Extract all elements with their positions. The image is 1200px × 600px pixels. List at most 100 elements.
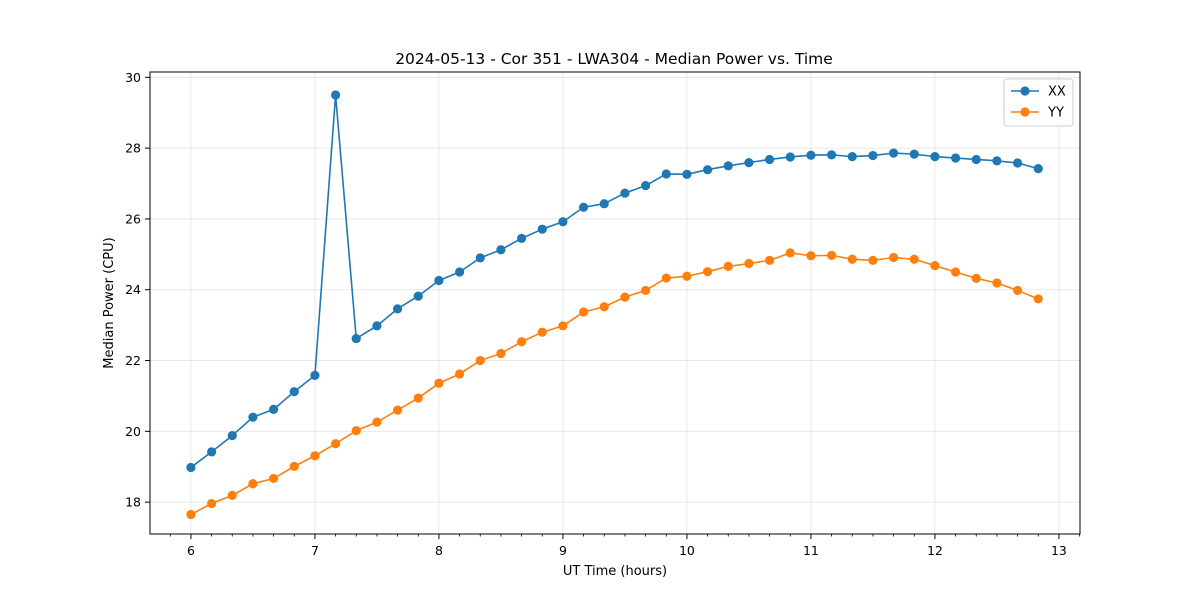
data-point-xx xyxy=(496,245,506,255)
data-point-yy xyxy=(413,393,423,403)
data-point-xx xyxy=(1012,158,1023,168)
data-point-xx xyxy=(310,370,320,380)
data-point-xx xyxy=(413,291,423,301)
data-point-xx xyxy=(992,156,1002,166)
y-tick-label-18: 18 xyxy=(125,495,141,510)
data-point-xx xyxy=(971,154,981,165)
data-point-xx xyxy=(516,233,527,243)
data-point-xx xyxy=(661,169,671,179)
y-axis-label: Median Power (CPU) xyxy=(102,237,117,368)
data-point-yy xyxy=(310,451,320,461)
data-point-yy xyxy=(372,417,382,427)
data-point-yy xyxy=(434,378,444,388)
data-point-xx xyxy=(682,169,692,179)
data-point-xx xyxy=(330,90,341,100)
data-point-yy xyxy=(744,258,754,269)
data-point-xx xyxy=(578,202,589,212)
data-point-yy xyxy=(785,248,795,258)
data-point-xx xyxy=(289,387,299,397)
axis-ticks: 6 7 8 9 10 11 12 13 18 20 22 24 26 28 30 xyxy=(125,70,1080,558)
data-point-xx xyxy=(537,224,547,234)
x-tick-label-6: 6 xyxy=(187,543,195,558)
data-point-yy xyxy=(640,285,651,296)
x-axis-label: UT Time (hours) xyxy=(563,564,667,579)
data-point-yy xyxy=(330,439,341,449)
plot-frame xyxy=(149,71,1081,535)
data-point-yy xyxy=(723,261,733,271)
data-point-xx xyxy=(620,188,630,198)
chart-title: 2024-05-13 - Cor 351 - LWA304 - Median P… xyxy=(395,50,833,68)
data-point-xx xyxy=(826,150,837,160)
data-point-xx xyxy=(764,154,775,165)
data-point-xx xyxy=(640,181,651,191)
data-point-yy xyxy=(847,254,857,264)
data-point-xx xyxy=(248,412,258,422)
data-point-xx xyxy=(372,321,382,331)
data-point-yy xyxy=(868,255,878,265)
data-point-yy xyxy=(971,273,981,283)
y-tick-label-22: 22 xyxy=(125,353,141,368)
data-point-xx xyxy=(475,253,485,263)
data-point-yy xyxy=(578,307,589,317)
data-point-yy xyxy=(558,321,568,331)
data-point-yy xyxy=(682,271,692,281)
data-point-yy xyxy=(186,509,196,520)
data-point-yy xyxy=(806,251,816,261)
legend-label-xx: XX xyxy=(1048,85,1066,100)
data-point-yy xyxy=(268,473,279,484)
data-point-xx xyxy=(950,153,961,163)
data-point-xx xyxy=(206,447,217,457)
data-point-xx xyxy=(1033,164,1043,174)
data-point-xx xyxy=(351,333,361,344)
legend-marker-yy xyxy=(1020,107,1030,117)
x-tick-label-8: 8 xyxy=(435,543,443,558)
data-point-xx xyxy=(186,462,196,473)
data-point-xx xyxy=(930,152,940,162)
series-xx xyxy=(186,90,1043,473)
data-point-xx xyxy=(702,165,713,175)
y-tick-label-30: 30 xyxy=(125,70,141,85)
y-tick-label-26: 26 xyxy=(125,211,141,226)
data-point-xx xyxy=(909,149,919,159)
data-point-xx xyxy=(454,267,465,277)
data-point-yy xyxy=(620,292,630,302)
legend-marker-xx xyxy=(1020,86,1030,96)
data-point-xx xyxy=(888,148,899,158)
data-point-yy xyxy=(992,278,1002,288)
y-tick-label-28: 28 xyxy=(125,141,141,156)
data-point-xx xyxy=(434,275,444,286)
data-point-yy xyxy=(909,254,919,264)
x-tick-label-12: 12 xyxy=(927,543,943,558)
data-point-xx xyxy=(268,404,279,414)
data-point-yy xyxy=(1012,285,1023,296)
data-point-yy xyxy=(702,267,713,277)
x-tick-label-10: 10 xyxy=(679,543,695,558)
series-group xyxy=(186,90,1043,520)
data-point-xx xyxy=(392,304,403,314)
data-point-yy xyxy=(227,490,237,501)
data-point-xx xyxy=(744,158,754,168)
data-point-xx xyxy=(227,430,237,441)
data-point-yy xyxy=(930,261,940,271)
data-point-xx xyxy=(599,199,609,209)
data-point-yy xyxy=(248,479,258,489)
data-point-xx xyxy=(785,152,795,162)
data-point-yy xyxy=(392,405,403,415)
series-yy xyxy=(186,248,1043,520)
x-tick-label-11: 11 xyxy=(803,543,819,558)
legend: XX YY xyxy=(1003,78,1074,127)
data-point-xx xyxy=(558,217,568,227)
data-point-yy xyxy=(351,426,361,436)
data-point-yy xyxy=(950,267,961,277)
y-tick-label-20: 20 xyxy=(125,424,141,439)
data-point-yy xyxy=(206,498,217,509)
data-point-yy xyxy=(661,273,671,283)
x-tick-label-7: 7 xyxy=(311,543,319,558)
data-point-yy xyxy=(516,337,527,347)
grid xyxy=(150,72,1080,534)
data-point-yy xyxy=(537,327,547,337)
data-point-yy xyxy=(888,252,899,263)
legend-label-yy: YY xyxy=(1047,106,1064,121)
data-point-xx xyxy=(847,152,857,162)
